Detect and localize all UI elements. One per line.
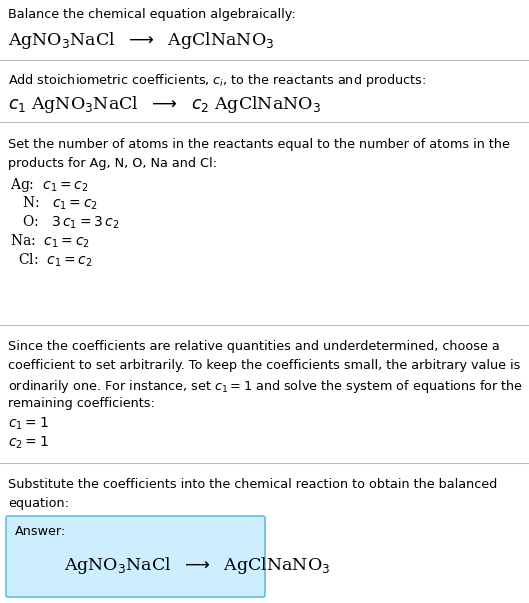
Text: Balance the chemical equation algebraically:: Balance the chemical equation algebraica… [8,8,296,21]
Text: $c_1$ AgNO$_3$NaCl  $\longrightarrow$  $c_2$ AgClNaNO$_3$: $c_1$ AgNO$_3$NaCl $\longrightarrow$ $c_… [8,94,321,115]
Text: Substitute the coefficients into the chemical reaction to obtain the balanced: Substitute the coefficients into the che… [8,478,497,491]
Text: Ag:  $c_1 = c_2$: Ag: $c_1 = c_2$ [10,176,88,194]
Text: coefficient to set arbitrarily. To keep the coefficients small, the arbitrary va: coefficient to set arbitrarily. To keep … [8,359,521,372]
Text: $c_1 = 1$: $c_1 = 1$ [8,416,49,432]
Text: N:   $c_1 = c_2$: N: $c_1 = c_2$ [22,195,98,212]
Text: products for Ag, N, O, Na and Cl:: products for Ag, N, O, Na and Cl: [8,157,217,170]
Text: Cl:  $c_1 = c_2$: Cl: $c_1 = c_2$ [18,252,93,270]
Text: AgNO$_3$NaCl  $\longrightarrow$  AgClNaNO$_3$: AgNO$_3$NaCl $\longrightarrow$ AgClNaNO$… [8,30,274,51]
Text: ordinarily one. For instance, set $c_1 = 1$ and solve the system of equations fo: ordinarily one. For instance, set $c_1 =… [8,378,523,395]
Text: Add stoichiometric coefficients, $c_i$, to the reactants and products:: Add stoichiometric coefficients, $c_i$, … [8,72,426,89]
Text: $c_2 = 1$: $c_2 = 1$ [8,435,49,452]
Text: Na:  $c_1 = c_2$: Na: $c_1 = c_2$ [10,233,90,250]
Text: equation:: equation: [8,497,69,510]
Text: O:   $3\,c_1 = 3\,c_2$: O: $3\,c_1 = 3\,c_2$ [22,214,120,232]
FancyBboxPatch shape [6,516,265,597]
Text: remaining coefficients:: remaining coefficients: [8,397,155,410]
Text: Since the coefficients are relative quantities and underdetermined, choose a: Since the coefficients are relative quan… [8,340,500,353]
Text: Answer:: Answer: [15,525,66,538]
Text: Set the number of atoms in the reactants equal to the number of atoms in the: Set the number of atoms in the reactants… [8,138,510,151]
Text: AgNO$_3$NaCl  $\longrightarrow$  AgClNaNO$_3$: AgNO$_3$NaCl $\longrightarrow$ AgClNaNO$… [64,555,331,576]
